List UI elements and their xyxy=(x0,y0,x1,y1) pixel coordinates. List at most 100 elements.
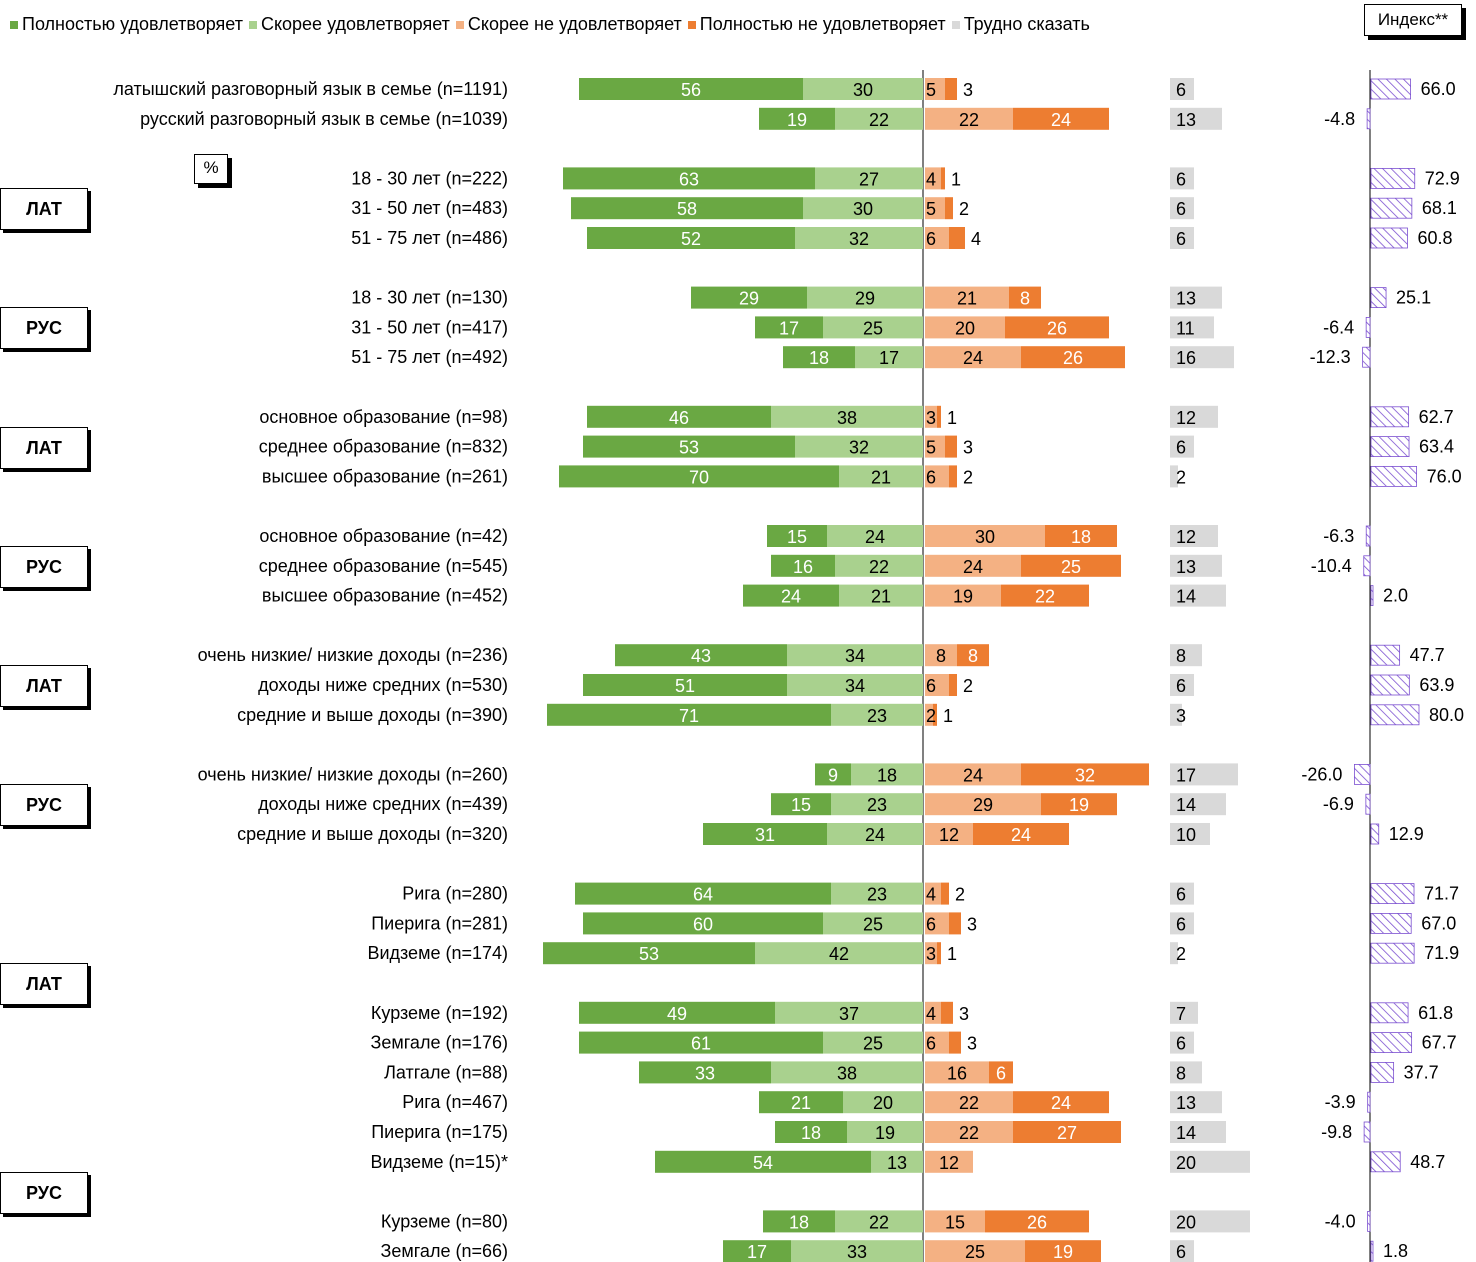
bar-rather-not-satisfied xyxy=(925,286,1009,309)
bar-fully-satisfied xyxy=(579,1031,823,1054)
index-bar xyxy=(1363,1121,1371,1143)
bar-fully-satisfied xyxy=(563,167,815,190)
bar-fully-not-satisfied xyxy=(937,942,941,965)
legend-swatch xyxy=(455,21,464,29)
data-label: 26 xyxy=(1063,348,1083,368)
index-bar xyxy=(1367,1211,1371,1232)
data-label: 24 xyxy=(963,348,983,368)
group-label: ЛАТ xyxy=(0,188,88,231)
data-label: 1 xyxy=(943,706,953,726)
data-label: 18 xyxy=(801,1123,821,1143)
category-label: Пиерига (n=175) xyxy=(371,1122,508,1142)
data-label: 34 xyxy=(845,646,865,666)
data-label: 32 xyxy=(1075,765,1095,785)
category-label: 18 - 30 лет (n=222) xyxy=(351,168,508,188)
bar-hard-to-say xyxy=(1170,763,1238,786)
data-label: 22 xyxy=(959,1123,979,1143)
bar-fully-not-satisfied xyxy=(949,1031,961,1054)
data-label: 1 xyxy=(947,944,957,964)
data-label: 6 xyxy=(1176,229,1186,249)
data-label: 10 xyxy=(1176,825,1196,845)
data-label: 13 xyxy=(887,1153,907,1173)
category-label: средние и выше доходы (n=390) xyxy=(237,705,508,725)
data-label: 51 xyxy=(675,676,695,696)
bar-hard-to-say xyxy=(1170,1210,1250,1233)
legend-item: Полностью удовлетворяет xyxy=(10,14,243,34)
data-label: 3 xyxy=(959,1004,969,1024)
data-label: 6 xyxy=(1176,438,1186,458)
category-label: основное образование (n=42) xyxy=(259,526,508,546)
bar-rather-satisfied xyxy=(807,286,923,309)
data-label: 22 xyxy=(1035,587,1055,607)
bar-rather-satisfied xyxy=(823,1031,923,1054)
data-label: 6 xyxy=(926,229,936,249)
bar-hard-to-say xyxy=(1170,1091,1222,1114)
data-label: 27 xyxy=(859,169,879,189)
bar-hard-to-say xyxy=(1170,1121,1226,1143)
data-label: 71 xyxy=(679,706,699,726)
category-label: 18 - 30 лет (n=130) xyxy=(351,288,508,308)
bar-hard-to-say xyxy=(1170,793,1226,816)
group-label: РУС xyxy=(0,307,88,350)
bar-fully-satisfied xyxy=(587,227,795,249)
data-label: 32 xyxy=(849,438,869,458)
group-label: РУС xyxy=(0,784,88,827)
bar-rather-not-satisfied xyxy=(925,823,973,845)
index-bar xyxy=(1366,108,1371,130)
category-label: латышский разговорный язык в семье (n=11… xyxy=(113,79,508,99)
index-bar xyxy=(1370,704,1420,726)
data-label: 6 xyxy=(926,676,936,696)
bar-fully-satisfied xyxy=(559,465,839,488)
data-label: 60 xyxy=(693,914,713,934)
bar-hard-to-say xyxy=(1170,435,1194,458)
legend: Полностью удовлетворяет Скорее удовлетвор… xyxy=(10,14,1096,35)
bar-fully-not-satisfied xyxy=(1013,1121,1121,1143)
percent-unit-label: % xyxy=(194,154,228,184)
data-label: 31 xyxy=(755,825,775,845)
bar-fully-satisfied xyxy=(691,286,807,309)
data-label: 14 xyxy=(1176,1123,1196,1143)
bar-fully-satisfied xyxy=(639,1061,771,1084)
bar-fully-satisfied xyxy=(579,1001,775,1024)
category-label: высшее образование (n=452) xyxy=(262,586,508,606)
bar-rather-not-satisfied xyxy=(925,1091,1013,1114)
data-label: 19 xyxy=(1069,795,1089,815)
index-value: 37.7 xyxy=(1404,1062,1439,1082)
data-label: 29 xyxy=(739,289,759,309)
data-label: 3 xyxy=(926,408,936,428)
index-value: 71.7 xyxy=(1424,884,1459,904)
data-label: 5 xyxy=(926,199,936,219)
bar-rather-satisfied xyxy=(787,674,923,696)
group-label: ЛАТ xyxy=(0,963,88,1005)
category-label: основное образование (n=98) xyxy=(259,407,508,427)
bar-hard-to-say xyxy=(1170,1061,1202,1084)
bar-hard-to-say xyxy=(1170,107,1222,130)
bar-rather-not-satisfied xyxy=(925,703,933,726)
data-label: 9 xyxy=(828,765,838,785)
data-label: 11 xyxy=(1176,318,1195,338)
data-label: 6 xyxy=(1176,169,1186,189)
data-label: 17 xyxy=(779,318,799,338)
data-label: 6 xyxy=(1176,676,1186,696)
bar-rather-not-satisfied xyxy=(925,1121,1013,1143)
data-label: 64 xyxy=(693,885,713,905)
bar-rather-satisfied xyxy=(791,1240,923,1262)
index-value: -4.0 xyxy=(1325,1211,1356,1231)
data-label: 12 xyxy=(939,825,959,845)
data-label: 18 xyxy=(1071,527,1091,547)
bar-fully-satisfied xyxy=(583,912,823,935)
data-label: 13 xyxy=(1176,1093,1196,1113)
data-label: 6 xyxy=(1176,1242,1186,1262)
bar-rather-satisfied xyxy=(835,554,923,577)
bar-rather-satisfied xyxy=(831,703,923,726)
index-value: -12.3 xyxy=(1310,347,1351,367)
index-bar xyxy=(1370,227,1408,249)
data-label: 20 xyxy=(955,318,975,338)
category-label: среднее образование (n=545) xyxy=(259,556,508,576)
category-label: Земгале (n=66) xyxy=(381,1241,509,1261)
data-label: 25 xyxy=(1061,557,1081,577)
legend-label: Полностью удовлетворяет xyxy=(22,14,243,34)
bar-fully-satisfied xyxy=(655,1150,871,1173)
bar-rather-not-satisfied xyxy=(925,942,937,965)
bar-fully-not-satisfied xyxy=(1009,286,1041,309)
